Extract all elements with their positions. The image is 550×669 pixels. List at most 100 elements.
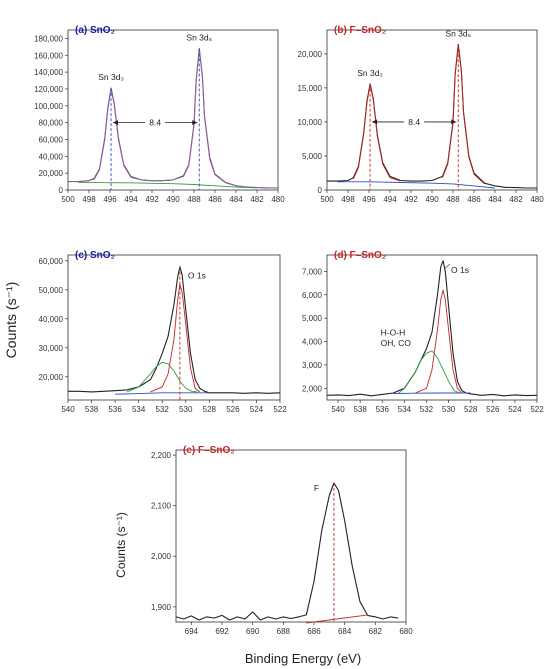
x-tick-label: 538 <box>85 405 99 414</box>
x-tick-label: 528 <box>203 405 217 414</box>
y-tick-label: 20,000 <box>298 50 323 59</box>
x-tick-label: 522 <box>530 405 544 414</box>
x-tick-label: 500 <box>320 195 334 204</box>
peak-label: Sn 3d₅ <box>445 28 471 38</box>
series-background-line <box>337 181 496 189</box>
splitting-value: 8.4 <box>408 117 420 127</box>
x-tick-label: 694 <box>185 627 199 636</box>
x-tick-label: 484 <box>229 195 243 204</box>
peak-label: H-O-H <box>381 328 406 338</box>
x-tick-label: 482 <box>509 195 523 204</box>
series-measured-line <box>68 47 278 189</box>
series-background-line <box>78 181 258 189</box>
y-tick-label: 3,000 <box>302 361 323 370</box>
panel-title: (e) F–SnO₂ <box>183 445 235 456</box>
y-tick-label: 140,000 <box>34 68 63 77</box>
splitting-value: 8.4 <box>149 118 161 128</box>
panel-title: (c) SnO₂ <box>75 250 115 261</box>
series-measured-line <box>175 482 399 621</box>
y-tick-label: 7,000 <box>302 267 323 276</box>
plot-frame-d <box>326 254 538 401</box>
arrow-head-left <box>372 119 378 125</box>
x-tick-label: 538 <box>353 405 367 414</box>
x-tick-label: 486 <box>208 195 222 204</box>
x-tick-label: 682 <box>369 627 383 636</box>
x-tick-label: 690 <box>246 627 260 636</box>
peak-label: Sn 3d₅ <box>186 33 212 43</box>
x-tick-label: 492 <box>404 195 418 204</box>
x-tick-label: 496 <box>362 195 376 204</box>
x-tick-label: 532 <box>156 405 170 414</box>
x-tick-label: 490 <box>425 195 439 204</box>
x-tick-label: 494 <box>124 195 138 204</box>
x-tick-label: 530 <box>179 405 193 414</box>
y-tick-label: 60,000 <box>39 257 64 266</box>
y-axis-label-main: Counts (s⁻¹) <box>3 282 19 359</box>
series-fit-line <box>415 289 463 394</box>
series-fit-line <box>68 49 278 189</box>
x-tick-label: 482 <box>250 195 264 204</box>
panel-c: 540 538 536 534 532 530 528 526 524 522 20,000 30,0… <box>39 250 288 414</box>
arrow-head-right <box>451 119 457 125</box>
series-fit-line <box>352 84 401 182</box>
series-background-line <box>115 392 210 395</box>
peak-label: O 1s <box>188 271 206 281</box>
y-tick-label: 60,000 <box>39 135 64 144</box>
y-tick-label: 2,000 <box>302 384 323 393</box>
series-fit-line <box>398 350 460 394</box>
x-tick-label: 692 <box>215 627 229 636</box>
x-tick-label: 540 <box>61 405 75 414</box>
x-tick-label: 496 <box>103 195 117 204</box>
x-tick-label: 488 <box>187 195 201 204</box>
y-tick-label: 5,000 <box>302 314 323 323</box>
x-tick-label: 526 <box>486 405 500 414</box>
x-tick-label: 486 <box>467 195 481 204</box>
x-tick-label: 530 <box>442 405 456 414</box>
y-tick-label: 180,000 <box>34 34 63 43</box>
y-tick-label: 2,100 <box>151 502 172 511</box>
y-tick-label: 40,000 <box>39 315 64 324</box>
y-tick-label: 120,000 <box>34 85 63 94</box>
y-tick-label: 20,000 <box>39 373 64 382</box>
y-tick-label: 80,000 <box>39 119 64 128</box>
x-tick-label: 498 <box>341 195 355 204</box>
x-tick-label: 526 <box>226 405 240 414</box>
y-tick-label: 2,000 <box>151 552 172 561</box>
x-tick-label: 490 <box>166 195 180 204</box>
x-tick-label: 480 <box>530 195 544 204</box>
x-tick-label: 488 <box>446 195 460 204</box>
x-tick-label: 534 <box>398 405 412 414</box>
y-tick-label: 40,000 <box>39 152 64 161</box>
x-tick-label: 534 <box>132 405 146 414</box>
y-tick-label: 2,200 <box>151 451 172 460</box>
x-tick-label: 500 <box>61 195 75 204</box>
panel-title: (a) SnO₂ <box>75 25 115 36</box>
x-tick-label: 540 <box>331 405 345 414</box>
x-tick-label: 480 <box>271 195 285 204</box>
peak-label: OH, CO <box>381 338 412 348</box>
y-tick-label: 30,000 <box>39 344 64 353</box>
x-tick-label: 484 <box>488 195 502 204</box>
series-background-line <box>393 392 471 394</box>
y-tick-label: 0 <box>318 186 323 195</box>
y-tick-label: 50,000 <box>39 286 64 295</box>
series-fit-line <box>442 45 485 185</box>
x-tick-label: 528 <box>464 405 478 414</box>
x-tick-label: 492 <box>145 195 159 204</box>
series-fit-line <box>150 283 201 393</box>
x-tick-label: 536 <box>108 405 122 414</box>
x-tick-label: 498 <box>82 195 96 204</box>
peak-label-leader <box>443 263 451 270</box>
y-tick-label: 20,000 <box>39 169 64 178</box>
y-tick-label: 6,000 <box>302 291 323 300</box>
series-measured-line <box>68 266 281 394</box>
peak-label: F <box>314 483 319 493</box>
series-fit-line <box>126 361 198 393</box>
panel-e: 694 692 690 688 686 684 682 680 1,900 2,000 2,100 2… <box>151 445 413 636</box>
y-tick-label: 10,000 <box>298 118 323 127</box>
y-tick-label: 100,000 <box>34 102 63 111</box>
y-tick-label: 160,000 <box>34 51 63 60</box>
arrow-head-right <box>192 120 198 126</box>
x-tick-label: 680 <box>399 627 413 636</box>
